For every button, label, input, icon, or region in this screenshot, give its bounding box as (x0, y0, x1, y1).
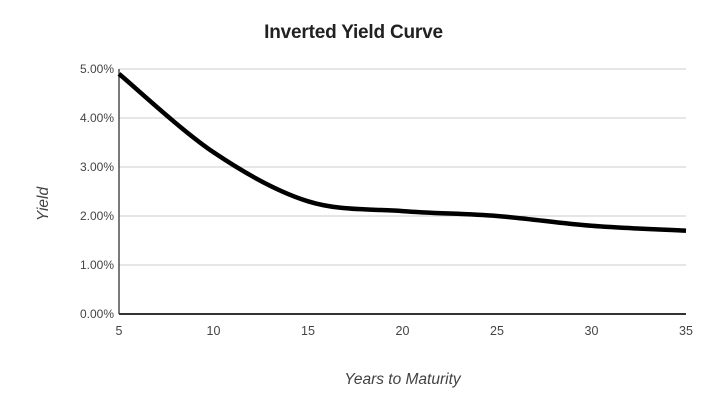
y-tick-label: 4.00% (79, 111, 114, 125)
y-tick-label: 3.00% (79, 160, 114, 174)
x-tick-label: 20 (395, 324, 410, 338)
x-tick-label: 5 (115, 324, 123, 338)
x-tick-label: 25 (490, 324, 504, 338)
y-tick-label: 1.00% (79, 258, 114, 272)
x-axis-title: Years to Maturity (344, 371, 461, 388)
x-tick-label: 10 (206, 324, 221, 338)
x-tick-label: 15 (301, 324, 315, 338)
x-tick-label: 30 (584, 324, 599, 338)
y-tick-label: 2.00% (79, 209, 114, 223)
yield-curve-line (117, 72, 687, 233)
x-tick-label: 35 (679, 324, 693, 338)
y-tick-label: 0.00% (79, 307, 114, 321)
chart-title: Inverted Yield Curve (264, 22, 443, 43)
y-tick-label: 5.00% (79, 62, 114, 76)
